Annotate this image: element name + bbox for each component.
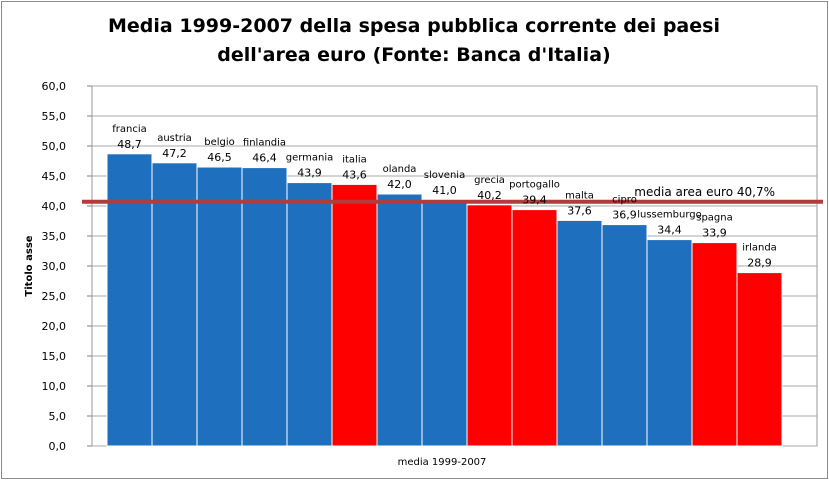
bar-category-label: cipro [612, 195, 637, 206]
bar-category-label: malta [565, 190, 594, 201]
bar-value-label: 47,2 [162, 147, 187, 160]
y-tick-label: 25,0 [42, 290, 67, 303]
bar-slovenia [421, 199, 468, 447]
y-tick-label: 5,0 [49, 410, 67, 423]
bar-category-label: slovenia [424, 170, 465, 181]
y-tick-label: 35,0 [42, 230, 67, 243]
y-tick-label: 10,0 [42, 380, 67, 393]
bar-category-label: germania [286, 153, 334, 164]
bar-labels: 48,7 francia 47,2 austria 46,5 belgio 46,4 finl… [112, 124, 777, 270]
bar-category-label: spagna [696, 213, 733, 224]
bar-value-label: 37,6 [567, 204, 592, 217]
y-tick-label: 60,0 [42, 80, 67, 93]
bar-category-label: belgio [204, 137, 235, 148]
bar-category-label: irlanda [742, 243, 777, 254]
bar-value-label: 46,5 [207, 151, 232, 164]
bar-value-label: 46,4 [252, 152, 277, 165]
bar-category-label: portogallo [509, 180, 560, 191]
x-axis-label: media 1999-2007 [398, 457, 487, 468]
bar-value-label: 43,9 [297, 167, 322, 180]
y-axis-ticks: 0,0 5,0 10,0 15,0 20,0 25,0 30,0 35,0 40,0 45,0 50… [42, 80, 92, 453]
bar-lussemburgo [646, 239, 693, 447]
bar-austria [151, 162, 198, 447]
bar-finlandia [241, 167, 288, 447]
bar-value-label: 42,0 [387, 178, 412, 191]
bar-category-label: grecia [474, 175, 505, 186]
reference-line-label: media area euro 40,7% [634, 185, 775, 199]
bar-spagna [691, 242, 738, 447]
bar-value-label: 33,9 [702, 227, 727, 240]
bar-italia [331, 183, 378, 447]
plot-area: 0,0 5,0 10,0 15,0 20,0 25,0 30,0 35,0 40,0 45,0 50… [42, 80, 823, 453]
bar-category-label: francia [112, 124, 147, 135]
bar-value-label: 41,0 [432, 184, 457, 197]
bars [106, 153, 783, 447]
bar-cipro [601, 224, 648, 447]
bar-value-label: 28,9 [747, 257, 772, 270]
bar-category-label: olanda [383, 164, 417, 175]
bar-malta [556, 219, 603, 447]
bar-portogallo [511, 209, 558, 447]
bar-category-label: lussemburgo [637, 210, 702, 221]
y-tick-label: 15,0 [42, 350, 67, 363]
bar-value-label: 40,2 [477, 189, 502, 202]
y-tick-label: 40,0 [42, 200, 67, 213]
chart-title-line-1: Media 1999-2007 della spesa pubblica cor… [108, 15, 720, 37]
bar-category-label: italia [342, 154, 367, 165]
bar-francia [106, 153, 153, 447]
bar-value-label: 39,4 [522, 194, 547, 207]
y-axis-title: Titolo asse [24, 235, 35, 296]
y-tick-label: 20,0 [42, 320, 67, 333]
y-tick-label: 45,0 [42, 170, 67, 183]
bar-belgio [196, 166, 243, 447]
y-tick-label: 55,0 [42, 110, 67, 123]
bar-category-label: austria [157, 133, 192, 144]
bar-irlanda [736, 272, 783, 447]
bar-value-label: 48,7 [117, 138, 142, 151]
bar-grecia [466, 204, 513, 447]
bar-category-label: finlandia [243, 138, 286, 149]
chart-title-line-2: dell'area euro (Fonte: Banca d'Italia) [217, 44, 610, 66]
y-tick-label: 30,0 [42, 260, 67, 273]
bar-value-label: 43,6 [342, 168, 367, 181]
bar-germania [286, 182, 333, 447]
reference-line-group: media area euro 40,7% [82, 185, 823, 204]
y-tick-label: 0,0 [49, 440, 67, 453]
bar-olanda [376, 193, 423, 447]
bar-value-label: 36,9 [612, 209, 637, 222]
bar-value-label: 34,4 [657, 224, 682, 237]
y-tick-label: 50,0 [42, 140, 67, 153]
